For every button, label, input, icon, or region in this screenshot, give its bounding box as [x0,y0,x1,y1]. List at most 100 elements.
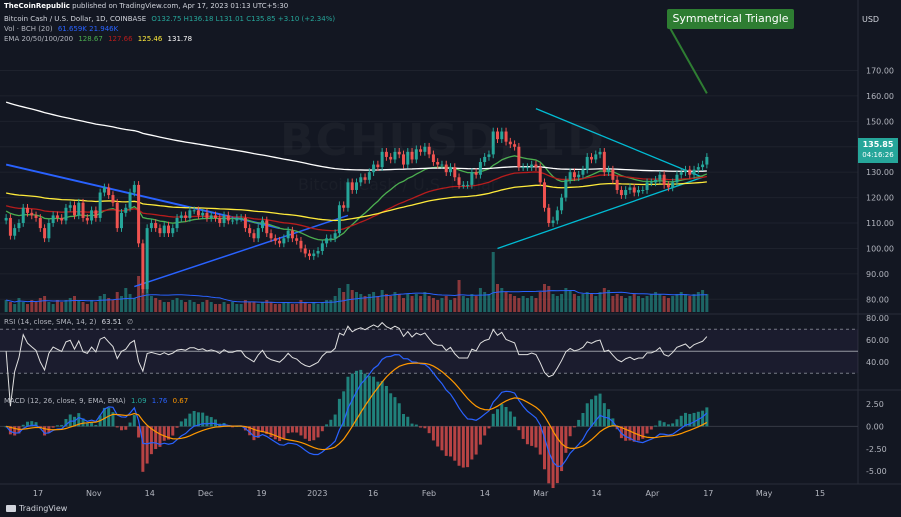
grid-lines [0,0,901,485]
volume-bar [90,300,94,312]
macd-histogram-bar [175,426,179,428]
candle-body [269,233,273,239]
volume-bar [325,300,329,312]
macd-histogram-bar [137,426,141,438]
price-tick-label: 120.00 [866,194,894,203]
volume-bar [196,304,200,312]
volume-legend[interactable]: Vol · BCH (20) 61.659K 21.946K [4,24,121,34]
macd-histogram-bar [346,376,350,427]
candle-body [414,149,418,160]
macd-histogram-bar [684,412,687,427]
volume-bar [30,300,34,312]
volume-bar [389,296,393,312]
candle-body [555,210,559,221]
volume-bar [414,294,418,312]
candle-body [286,230,290,239]
volume-bar [355,292,358,312]
macd-histogram-bar [500,404,504,427]
candle-body [98,192,102,218]
candle-body [342,205,346,208]
symbol-legend[interactable]: Bitcoin Cash / U.S. Dollar, 1D, COINBASE… [4,14,338,24]
volume-bar [205,300,209,312]
rsi-line [5,321,708,407]
ema-legend[interactable]: EMA 20/50/100/200 128.67 127.66 125.46 1… [4,34,195,44]
macd-histogram-bar [666,424,670,427]
ohlc-values: O132.75 H136.18 L131.01 C135.85 +3.10 (+… [151,15,336,23]
macd-histogram-bar [256,426,260,438]
symmetrical-triangle-callout[interactable]: Symmetrical Triangle [667,9,794,29]
volume-bar [585,292,589,312]
volume-bar [624,298,628,312]
candle-body [64,207,68,221]
volume-bar [376,296,380,312]
volume-bar [619,296,623,312]
macd-histogram-bar [162,426,166,441]
candle-body [218,217,222,224]
macd-histogram-bar [466,426,470,468]
candle-body [175,217,179,229]
macd-histogram-bar [214,419,217,427]
candle-body [607,169,611,173]
volume-bar [107,298,111,312]
volume-bar [470,294,474,312]
macd-histogram-bar [201,412,205,427]
macd-histogram-bar [196,412,200,427]
time-tick-label: 17 [33,489,43,498]
volume-bar [252,302,256,312]
candle-body [440,164,444,166]
candle-body [34,215,38,218]
macd-histogram-bar [701,410,705,427]
volume-bar [666,298,670,312]
candle-body [590,156,593,160]
candle-body [196,210,200,216]
volume-bar [359,294,363,312]
volume-bar [239,304,243,312]
candle-body [77,202,81,216]
rsi-legend[interactable]: RSI (14, close, SMA, 14, 2) 63.51 ∅ [4,317,136,327]
tradingview-logo[interactable]: TradingView [6,504,67,513]
volume-bar [602,288,606,312]
candle-body [513,144,517,147]
macd-histogram-bar [90,422,94,427]
volume-bar [393,292,397,312]
volume-bar [346,284,350,312]
macd-histogram-bar [637,426,640,441]
volume-bar [235,304,239,312]
volume-bar [384,294,388,312]
volume-bar [675,294,679,312]
uptrend-line [134,214,349,288]
time-tick-label: 14 [591,489,601,498]
candle-body [115,202,119,229]
candle-body [158,228,162,234]
volume-bar [98,296,102,312]
macd-legend[interactable]: MACD (12, 26, close, 9, EMA, EMA) 1.09 1… [4,396,191,406]
volume-bar [688,296,692,312]
candle-body [675,174,679,183]
candle-body [461,184,465,186]
macd-histogram-bar [303,426,307,439]
last-price-badge: 135.85 04:16:26 [858,138,898,163]
macd-histogram-bar [628,426,632,441]
candle-body [402,154,405,165]
candle-body [363,177,367,180]
volume-bar [483,292,487,312]
macd-histogram-bar [658,420,662,427]
macd-histogram-bar [154,426,158,450]
macd-histogram-bar [393,397,397,427]
macd-histogram-bar [594,395,598,427]
candle-body [696,167,700,170]
ema-lines [5,101,708,241]
volume-bar [530,296,534,312]
volume-bar [149,296,153,312]
candle-body [102,187,106,193]
volume-ma-line [6,290,707,304]
volume-bar [478,288,482,312]
macd-histogram-bar [662,422,666,427]
candle-body [671,182,675,188]
volume-bar [171,300,175,312]
macd-histogram-bar [30,421,34,427]
candle-body [393,151,397,160]
macd-histogram-bar [337,398,341,427]
volume-bar [594,296,598,312]
